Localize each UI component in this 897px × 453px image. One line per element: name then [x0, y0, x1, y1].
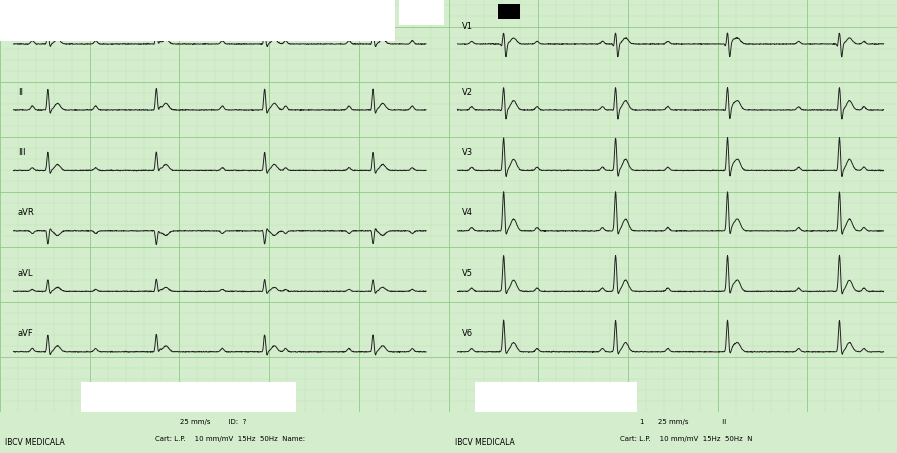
Text: aVF: aVF	[18, 329, 34, 338]
Text: aVR: aVR	[18, 208, 35, 217]
Bar	[0, 0, 395, 41]
Text: V4: V4	[462, 208, 473, 217]
Text: II: II	[18, 87, 23, 96]
Text: III: III	[18, 148, 25, 157]
Text: 25 mm/s        ID:  ?: 25 mm/s ID: ?	[180, 419, 247, 425]
Text: IBCV MEDICALA: IBCV MEDICALA	[5, 438, 65, 447]
Text: V6: V6	[462, 329, 473, 338]
Text: I: I	[18, 22, 21, 31]
Text: V5: V5	[462, 269, 473, 278]
Bar	[498, 4, 520, 19]
Text: V3: V3	[462, 148, 473, 157]
Text: Cart: L.P.    10 mm/mV  15Hz  50Hz  N: Cart: L.P. 10 mm/mV 15Hz 50Hz N	[620, 436, 753, 442]
Bar	[399, 0, 444, 25]
Text: IBCV MEDICALA: IBCV MEDICALA	[455, 438, 515, 447]
Text: V2: V2	[462, 87, 473, 96]
Text: 1      25 mm/s               II: 1 25 mm/s II	[640, 419, 727, 425]
Bar	[81, 382, 296, 412]
Text: aVL: aVL	[18, 269, 33, 278]
Text: Cart: L.P.    10 mm/mV  15Hz  50Hz  Name:: Cart: L.P. 10 mm/mV 15Hz 50Hz Name:	[155, 436, 305, 442]
Text: V1: V1	[462, 22, 473, 31]
Bar	[475, 382, 637, 412]
